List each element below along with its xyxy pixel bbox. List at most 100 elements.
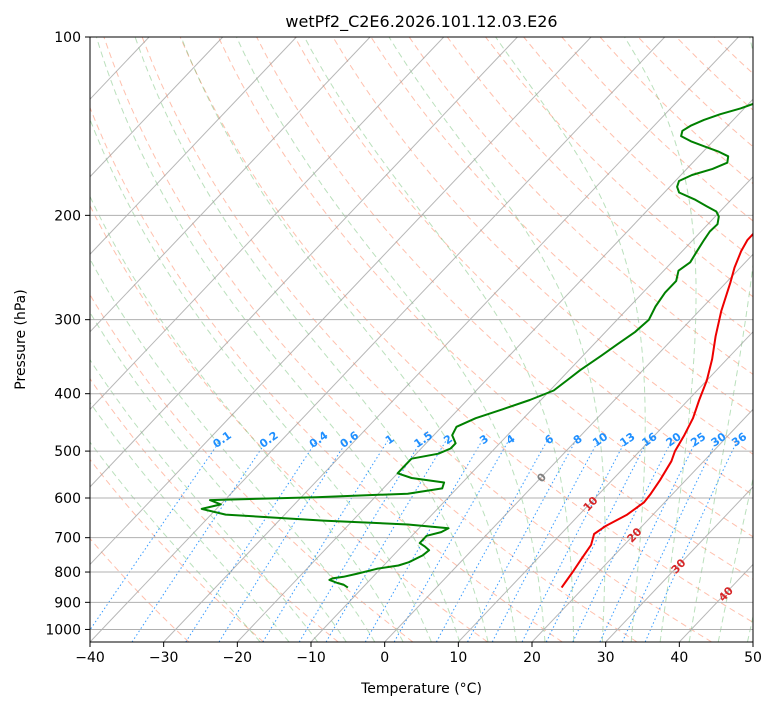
moist-adiabat [236,37,546,642]
dry-adiabat [370,37,753,415]
y-tick-label: 1000 [45,622,81,638]
x-tick-label: 10 [449,650,467,666]
isotherm-label: 20 [625,525,645,545]
dry-adiabat [141,37,712,642]
mixing-ratio-line [262,440,389,642]
moist-adiabat [90,441,261,642]
dry-adiabat [90,106,563,642]
mixing-ratio-line [364,440,483,642]
x-axis-ticks: −40 −30 −20 −10 0 10 20 30 40 50 [75,642,762,666]
x-tick-label: 30 [597,650,615,666]
moist-adiabat [90,311,347,642]
mixing-ratio-line [521,440,626,642]
dry-adiabat [637,37,753,148]
moist-adiabat [747,614,753,642]
mixing-ratio-label: 1 [383,432,397,447]
moist-adiabat [624,37,697,642]
mixing-ratio-line [467,440,577,642]
mixing-ratio-line [218,440,348,642]
dry-adiabat [103,37,638,642]
mixing-ratio-lines [90,440,738,642]
mixing-ratio-line [435,440,548,642]
mixing-ratio-label: 25 [688,430,708,449]
isobar-gridlines [90,37,753,630]
isotherm-line [90,37,666,642]
y-tick-label: 200 [54,208,81,224]
moist-adiabat [90,258,376,642]
mixing-ratio-label: 1.5 [412,429,435,451]
isotherm-line [384,253,753,642]
dry-adiabat [217,37,753,580]
moist-adiabat [717,476,753,642]
y-tick-label: 600 [54,491,81,507]
y-tick-label: 100 [54,30,81,46]
mixing-ratio-line [393,440,510,642]
mixing-ratio-line [491,440,599,642]
dry-adiabat [446,37,753,336]
mixing-ratio-label: 30 [709,430,729,450]
isotherm-line [310,176,753,642]
dry-adiabat [714,37,753,75]
isotherm-line [752,641,753,642]
moist-adiabat [388,37,606,642]
mixing-ratio-labels: 0.1 0.2 0.4 0.6 1 1.5 2 3 4 6 8 10 13 16 20 25 30 36 [210,429,749,451]
mixing-ratio-label: 3 [477,432,491,447]
dry-adiabat [332,37,753,455]
isotherm-line [90,37,518,488]
temperature-profile-line [560,232,753,589]
isotherms [0,37,753,642]
moist-adiabat [688,37,753,642]
plot-frame [89,36,754,643]
moist-adiabat [90,195,404,642]
isotherm-line [0,37,75,642]
x-tick-label: 50 [744,650,762,666]
dry-adiabat [752,37,753,39]
x-tick-label: 20 [523,650,541,666]
y-tick-label: 500 [54,444,81,460]
x-tick-label: −10 [296,650,326,666]
dry-adiabat [90,377,339,642]
moist-adiabat [495,37,646,642]
isotherm-line [90,37,592,566]
y-tick-label: 900 [54,595,81,611]
isotherm-line [457,331,753,642]
x-tick-label: −20 [223,650,253,666]
dry-adiabat [90,204,488,642]
y-tick-label: 400 [54,387,81,403]
mixing-ratio-label: 10 [590,430,610,450]
dry-adiabat [256,37,753,538]
isotherm-label: 0 [534,470,549,485]
mixing-ratio-line [545,440,648,642]
mixing-ratio-label: 0.4 [307,429,331,451]
isotherm-line [531,408,753,642]
mixing-ratio-label: 4 [504,432,518,447]
chart-title: wetPf2_C2E6.2026.101.12.03.E26 [285,12,557,32]
y-tick-label: 800 [54,565,81,581]
dry-adiabat [294,37,753,496]
moist-adiabat [134,37,489,642]
dry-adiabats [90,37,753,642]
mixing-ratio-line [572,440,673,642]
isotherm-line [90,37,445,411]
mixing-ratio-line [131,440,268,642]
dry-adiabat [179,37,753,623]
x-axis-label: Temperature (°C) [360,681,482,697]
moist-adiabat [180,37,517,642]
dry-adiabat [561,37,753,222]
y-axis-label: Pressure (hPa) [13,289,29,389]
sounding-series [200,102,753,589]
moist-adiabat [90,118,432,642]
dry-adiabat [90,537,190,642]
dry-adiabat [90,458,264,642]
dry-adiabat [485,37,753,298]
isotherm-line [163,37,739,642]
moist-adiabats [90,37,753,642]
y-axis-ticks: 1000 900 800 700 600 500 400 300 200 100 [45,30,90,638]
y-tick-label: 700 [54,531,81,547]
mixing-ratio-line [644,440,738,642]
mixing-ratio-line [621,440,718,642]
isotherm-line [90,37,297,256]
mixing-ratio-line [599,440,697,642]
moist-adiabat [90,358,319,642]
